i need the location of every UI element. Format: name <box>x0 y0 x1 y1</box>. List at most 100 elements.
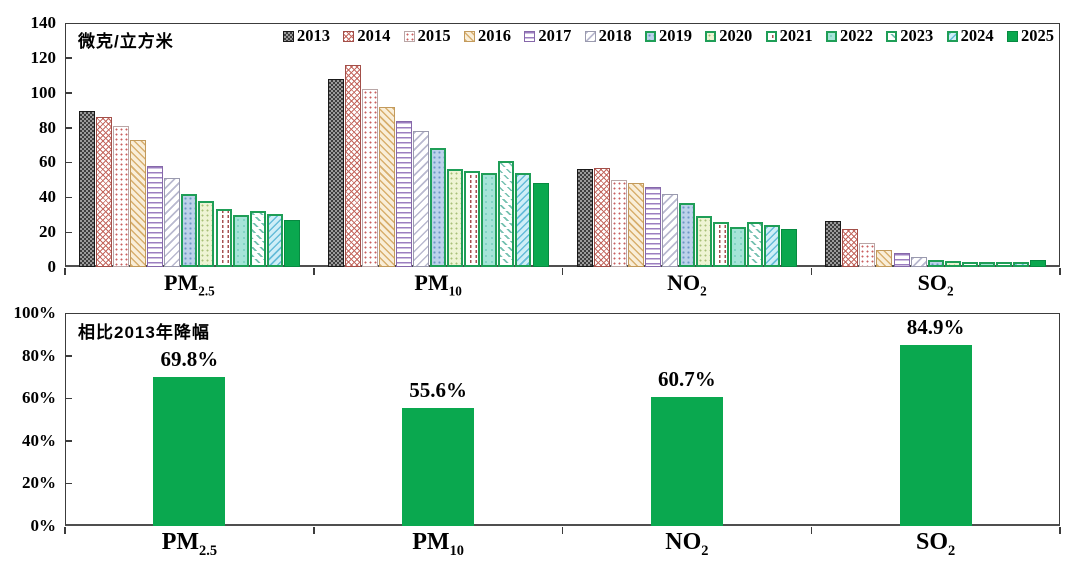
legend-swatch-2013 <box>283 30 294 42</box>
legend-label-2025: 2025 <box>1020 26 1054 45</box>
bar-no2-2025 <box>781 229 798 267</box>
legend-label-2015: 2015 <box>417 26 451 45</box>
bottom-xtick-4 <box>1059 527 1061 534</box>
decline-value-so2: 84.9% <box>906 315 965 339</box>
legend-label-2023: 2023 <box>900 26 934 45</box>
legend-item-2018: 2018 <box>584 26 632 46</box>
bar-so2-2019 <box>927 260 944 267</box>
legend-item-2015: 2015 <box>403 26 451 46</box>
decline-bar-pm25 <box>153 377 226 526</box>
top-xlabel-pm10: PM10 <box>414 270 462 299</box>
bar-pm25-2021 <box>215 209 232 267</box>
top-chart-unit-label: 微克/立方米 <box>78 32 174 51</box>
bottom-xtick-1 <box>313 527 315 534</box>
top-ytick-mark-40 <box>65 196 72 199</box>
bar-no2-2017 <box>644 187 661 267</box>
bar-so2-2022 <box>978 262 995 267</box>
decline-value-pm10: 55.6% <box>409 378 467 402</box>
top-xlabel-so2: SO2 <box>917 270 954 299</box>
bar-no2-2013 <box>576 169 593 267</box>
legend-item-2019: 2019 <box>644 26 692 46</box>
legend-label-2013: 2013 <box>297 26 330 45</box>
bottom-ytick-mark-20% <box>65 482 72 485</box>
legend-swatch-2017 <box>524 30 536 42</box>
bar-group-so2 <box>811 23 1060 267</box>
legend-swatch-2018 <box>584 30 596 42</box>
decline-value-no2: 60.7% <box>658 367 716 391</box>
bar-so2-2016 <box>876 250 893 267</box>
bar-pm25-2023 <box>249 211 266 267</box>
bottom-ytick-label-100%: 100% <box>13 303 57 322</box>
bar-pm25-2016 <box>130 140 147 267</box>
legend-item-2021: 2021 <box>765 26 813 46</box>
legend-item-2025: 2025 <box>1006 26 1054 46</box>
bottom-xlabel-pm10: PM10 <box>412 529 464 559</box>
top-ytick-label-60: 60 <box>39 152 56 172</box>
bar-so2-2017 <box>893 253 910 267</box>
legend-item-2014: 2014 <box>343 26 390 46</box>
bar-so2-2020 <box>944 261 961 267</box>
bar-group-no2 <box>563 23 812 267</box>
bottom-ytick-label-20%: 20% <box>22 473 56 493</box>
legend-label-2022: 2022 <box>839 26 873 45</box>
bar-pm10-2024 <box>515 173 532 267</box>
bar-pm25-2013 <box>79 111 95 267</box>
legend-swatch-2022 <box>825 30 837 42</box>
bar-no2-2016 <box>627 183 644 267</box>
top-ytick-label-80: 80 <box>39 117 56 137</box>
bar-pm25-2025 <box>283 220 300 267</box>
top-xtick-0 <box>64 268 66 275</box>
bottom-chart-plot-area <box>65 313 1060 526</box>
bar-so2-2015 <box>859 243 876 267</box>
bar-so2-2013 <box>825 221 842 267</box>
legend-swatch-2015 <box>403 30 415 42</box>
bar-pm10-2023 <box>498 161 515 267</box>
bar-pm25-2024 <box>266 214 283 267</box>
bottom-ytick-label-40%: 40% <box>22 430 56 450</box>
bottom-ytick-mark-80% <box>65 355 72 357</box>
top-ytick-mark-80 <box>65 127 72 129</box>
legend-label-2016: 2016 <box>477 26 511 45</box>
top-ytick-label-100: 100 <box>30 82 57 102</box>
bottom-xtick-3 <box>810 527 812 534</box>
top-xtick-1 <box>313 268 315 275</box>
bar-pm10-2015 <box>361 89 378 267</box>
bar-pm10-2022 <box>481 173 498 267</box>
bar-pm10-2018 <box>413 131 430 267</box>
bar-pm10-2025 <box>532 183 549 267</box>
bar-pm10-2017 <box>396 121 412 267</box>
bar-pm10-2020 <box>447 169 464 267</box>
legend-swatch-2025 <box>1006 30 1018 42</box>
legend-label-2021: 2021 <box>779 26 813 45</box>
legend-item-2020: 2020 <box>705 26 752 46</box>
decline-bar-pm10 <box>402 408 475 526</box>
legend-swatch-2023 <box>886 30 898 42</box>
top-ytick-label-120: 120 <box>30 47 57 67</box>
legend-swatch-2020 <box>705 30 717 42</box>
legend-swatch-2016 <box>463 30 475 42</box>
bottom-ytick-label-60%: 60% <box>22 388 56 408</box>
bar-pm25-2015 <box>113 126 130 267</box>
bottom-xlabel-no2: NO2 <box>665 529 709 559</box>
bar-no2-2014 <box>593 168 610 267</box>
bar-pm10-2014 <box>344 65 361 267</box>
legend-item-2023: 2023 <box>886 26 933 46</box>
bar-no2-2022 <box>730 227 747 267</box>
legend-item-2024: 2024 <box>946 26 994 46</box>
bottom-xlabel-pm25: PM2.5 <box>161 529 218 559</box>
top-xlabel-no2: NO2 <box>667 270 707 299</box>
bar-no2-2024 <box>764 225 781 267</box>
legend-label-2018: 2018 <box>598 26 632 45</box>
bar-no2-2021 <box>713 222 729 267</box>
bar-pm25-2014 <box>96 117 113 267</box>
legend-swatch-2021 <box>765 30 777 42</box>
decline-value-pm25: 69.8% <box>160 347 219 371</box>
decline-bar-so2 <box>899 345 972 526</box>
bar-pm25-2020 <box>198 201 215 267</box>
bottom-ytick-label-80%: 80% <box>22 345 56 365</box>
top-xtick-2 <box>561 268 564 275</box>
top-ytick-mark-100 <box>65 92 72 94</box>
bar-so2-2024 <box>1012 262 1029 267</box>
top-ytick-mark-120 <box>65 57 72 59</box>
